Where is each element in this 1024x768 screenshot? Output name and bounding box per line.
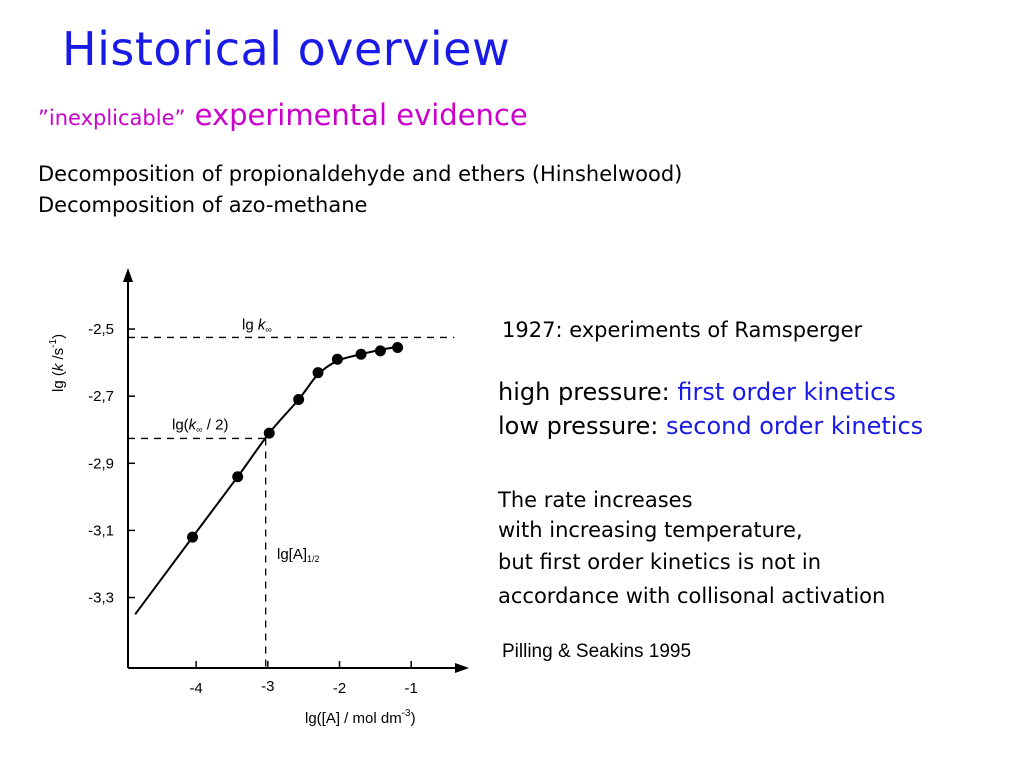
y-tick-label-3: -3,1	[88, 522, 114, 539]
high-pressure-value: first order kinetics	[677, 378, 896, 406]
rate-text-line-3: but first order kinetics is not in	[498, 550, 822, 574]
slide-title: Historical overview	[62, 22, 511, 76]
y-axis-label: lg (k /s-1)	[48, 334, 67, 392]
y-tick-label-4: -3,3	[88, 590, 114, 607]
data-point-3	[293, 394, 305, 406]
lg-k-inf-label: lg k∞	[242, 316, 272, 334]
lg-k-inf-sub: ∞	[265, 324, 271, 334]
x-axis-label-main: lg([A] / mol dm	[305, 710, 402, 727]
high-pressure-label: high pressure:	[498, 378, 678, 406]
ramsperger-text: 1927: experiments of Ramsperger	[502, 318, 863, 342]
high-pressure-line: high pressure: first order kinetics	[498, 378, 896, 406]
lg-k-inf-k: k	[258, 316, 267, 333]
y-axis-label-k: k	[50, 362, 67, 371]
x-axis-label-sup: -3	[402, 708, 411, 719]
half-k-open: lg(	[172, 416, 189, 433]
chart-points-layer	[187, 342, 404, 543]
x-tick-label-0: -4	[189, 680, 202, 697]
chart-labels-layer: -2,5-2,7-2,9-3,1-3,3-4 -3 -2 -1lg k∞lg(k∞ /…	[48, 316, 418, 727]
half-k-label: lg(k∞ / 2)	[172, 416, 228, 434]
x-tick-label-1: -3	[261, 678, 274, 695]
data-point-7	[374, 345, 386, 357]
citation: Pilling & Seakins 1995	[502, 641, 692, 662]
half-k-k: k	[189, 416, 198, 433]
rate-text-line-1: The rate increases	[498, 488, 693, 512]
half-k-close: / 2)	[203, 416, 229, 433]
a-half-text: lg[A]	[277, 546, 307, 563]
decomposition-line-2: Decomposition of azo-methane	[38, 193, 368, 217]
decomposition-line-1: Decomposition of propionaldehyde and eth…	[38, 162, 683, 186]
chart-axes	[123, 268, 469, 673]
x-axis-label: lg([A] / mol dm-3)	[305, 708, 416, 727]
y-axis-label-main: lg (	[50, 371, 67, 392]
y-axis-label-end: )	[50, 334, 67, 339]
data-point-5	[331, 353, 343, 365]
half-k-sub: ∞	[196, 424, 202, 434]
y-axis-label-unit: /s	[50, 348, 67, 364]
a-half-label: lg[A]1/2	[277, 546, 320, 564]
data-point-8	[392, 342, 404, 354]
lg-k-inf-text: lg	[242, 316, 258, 333]
x-tick-label-2: -2	[333, 680, 346, 697]
data-point-0	[187, 531, 199, 543]
rate-text-line-2: with increasing temperature,	[498, 518, 803, 542]
slide-subtitle: ”inexplicable” experimental evidence	[38, 98, 528, 132]
rate-text-line-4: accordance with collisonal activation	[498, 584, 886, 608]
x-axis-arrow	[455, 663, 469, 673]
low-pressure-label: low pressure:	[498, 412, 666, 440]
x-axis-label-end: )	[411, 710, 416, 727]
data-point-6	[355, 348, 367, 360]
low-pressure-value: second order kinetics	[666, 412, 924, 440]
subtitle-rest: experimental evidence	[185, 98, 528, 132]
subtitle-quoted-word: ”inexplicable”	[38, 106, 186, 130]
y-tick-label-0: -2,5	[88, 321, 114, 338]
x-tick-label-3: -1	[405, 680, 418, 697]
low-pressure-line: low pressure: second order kinetics	[498, 412, 923, 440]
a-half-sub: 1/2	[307, 554, 320, 564]
data-point-2	[263, 427, 275, 439]
data-point-1	[232, 471, 244, 483]
y-tick-label-2: -2,9	[88, 455, 114, 472]
kinetics-curve	[134, 345, 398, 615]
chart-curve-layer	[134, 345, 398, 615]
y-tick-label-1: -2,7	[88, 388, 114, 405]
chart-guides	[128, 336, 455, 668]
data-point-4	[312, 367, 324, 379]
y-axis-label-sup: -1	[48, 338, 59, 347]
y-axis-arrow	[123, 268, 133, 282]
